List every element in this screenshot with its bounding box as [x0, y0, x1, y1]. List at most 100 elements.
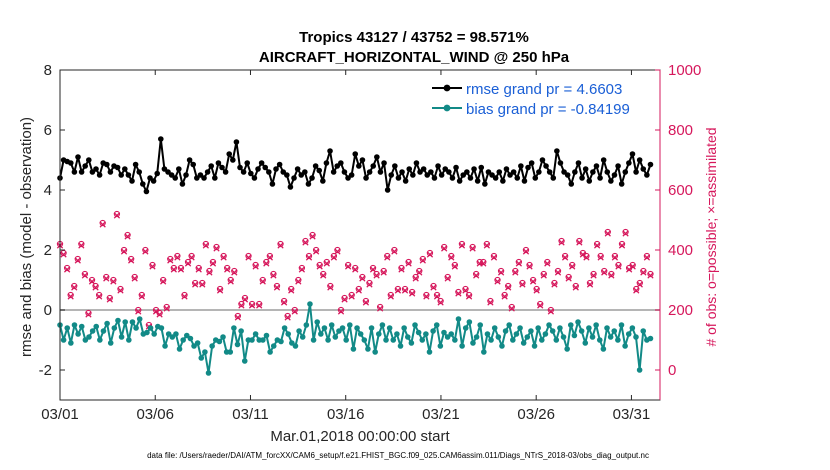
obs-possible-point — [387, 291, 394, 299]
obs-possible-point — [540, 270, 547, 278]
rmse-point — [392, 163, 398, 169]
chart-title-line-2: AIRCRAFT_HORIZONTAL_WIND @ 250 hPa — [259, 49, 570, 66]
bias-point — [397, 343, 404, 349]
obs-assimilated-point — [394, 287, 402, 294]
rmse-point — [586, 178, 593, 184]
bias-point — [589, 334, 596, 340]
rmse-point — [190, 161, 197, 168]
bias-point — [517, 325, 523, 331]
obs-assimilated-point — [465, 293, 473, 300]
obs-assimilated-point — [537, 302, 544, 309]
rmse-point — [410, 172, 416, 178]
obs-assimilated-point — [362, 299, 370, 306]
obs-assimilated-point — [309, 233, 316, 240]
rmse-point — [154, 170, 161, 177]
x-tick-label: 03/11 — [232, 406, 268, 423]
obs-possible-point — [78, 240, 85, 248]
obs-possible-point — [416, 267, 423, 275]
bias-point — [477, 322, 484, 328]
obs-possible-point — [192, 279, 199, 287]
obs-possible-point — [473, 270, 480, 278]
rmse-point — [539, 157, 546, 163]
rmse-point — [201, 175, 207, 181]
bias-point — [249, 337, 255, 343]
y-axis-label: rmse and bias (model - observation) — [18, 117, 35, 357]
obs-possible-point — [209, 258, 217, 266]
rmse-point — [546, 169, 553, 175]
obs-possible-point — [291, 306, 298, 314]
rmse-point — [75, 154, 81, 160]
rmse-point — [374, 154, 380, 160]
bias-point — [104, 320, 110, 327]
obs-possible-point — [376, 303, 384, 311]
bias-point — [238, 328, 244, 334]
obs-assimilated-point — [88, 278, 96, 285]
rmse-point — [482, 181, 488, 187]
bias-point — [307, 301, 313, 307]
obs-assimilated-point — [391, 248, 398, 255]
obs-assimilated-point — [376, 305, 384, 312]
obs-assimilated-point — [341, 296, 348, 303]
obs-possible-point — [451, 261, 458, 269]
rmse-point — [572, 169, 578, 175]
rmse-point — [186, 157, 193, 163]
obs-possible-point — [423, 291, 430, 299]
rmse-point — [644, 172, 650, 178]
rmse-point — [338, 160, 344, 166]
plot-area — [56, 69, 661, 401]
bias-point — [611, 328, 618, 334]
rmse-point — [222, 169, 229, 175]
bias-point — [513, 331, 520, 337]
bias-point — [303, 322, 310, 328]
obs-assimilated-point — [583, 254, 590, 261]
obs-assimilated-point — [480, 260, 487, 267]
obs-possible-point — [266, 252, 274, 260]
obs-possible-point — [224, 264, 231, 272]
obs-assimilated-point — [106, 296, 113, 303]
rmse-point — [370, 163, 377, 169]
bias-point — [615, 337, 621, 343]
obs-possible-point — [640, 267, 647, 275]
bias-point — [557, 325, 563, 331]
y-tick-label: 2 — [44, 242, 52, 259]
bias-point — [404, 334, 411, 340]
obs-assimilated-point — [248, 302, 256, 309]
obs-assimilated-point — [277, 242, 284, 249]
obs-assimilated-point — [643, 254, 651, 261]
bias-point — [506, 322, 512, 328]
obs-assimilated-point — [224, 266, 231, 273]
obs-assimilated-point — [199, 281, 206, 288]
obs-assimilated-point — [551, 281, 558, 288]
rmse-point — [255, 166, 261, 172]
obs-assimilated-point — [220, 254, 227, 261]
obs-possible-point — [533, 285, 540, 293]
y-tick-label: 8 — [44, 62, 52, 79]
legend-box — [420, 76, 656, 120]
obs-possible-point — [305, 252, 313, 260]
bias-point — [133, 325, 139, 331]
obs-assimilated-point — [359, 275, 366, 282]
bias-point — [379, 322, 386, 328]
bias-point — [538, 337, 545, 343]
obs-possible-point — [234, 312, 242, 320]
bias-point — [332, 334, 339, 340]
rmse-point — [640, 166, 647, 172]
rmse-point — [276, 161, 283, 168]
bias-point — [252, 331, 259, 337]
obs-assimilated-point — [444, 275, 451, 282]
obs-assimilated-point — [270, 272, 277, 279]
bias-point — [176, 346, 183, 352]
bias-point — [383, 337, 389, 343]
obs-count-layer — [56, 210, 654, 330]
bias-point — [375, 331, 382, 337]
obs-possible-point — [74, 255, 81, 263]
bias-point — [100, 328, 107, 334]
bias-point — [510, 337, 516, 343]
rmse-point — [204, 169, 211, 175]
obs-assimilated-point — [408, 290, 416, 297]
obs-assimilated-point — [344, 263, 352, 270]
obs-assimilated-point — [629, 263, 636, 270]
rmse-point — [597, 175, 603, 181]
obs-assimilated-point — [95, 293, 103, 300]
bias-point — [129, 319, 136, 325]
